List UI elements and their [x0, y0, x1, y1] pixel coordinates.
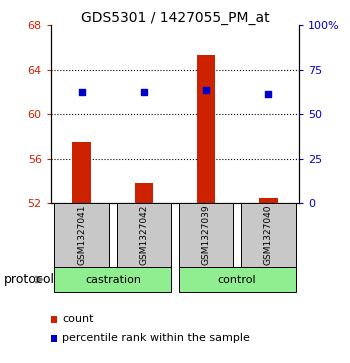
Point — [141, 89, 147, 95]
Text: GSM1327042: GSM1327042 — [139, 205, 148, 265]
Bar — [72, 142, 91, 203]
FancyBboxPatch shape — [179, 203, 233, 267]
FancyBboxPatch shape — [55, 267, 171, 292]
Point — [79, 89, 85, 95]
Text: control: control — [218, 274, 257, 285]
FancyBboxPatch shape — [55, 203, 109, 267]
Text: GSM1327041: GSM1327041 — [77, 205, 86, 265]
Text: percentile rank within the sample: percentile rank within the sample — [62, 333, 250, 343]
Bar — [259, 198, 278, 203]
Text: GDS5301 / 1427055_PM_at: GDS5301 / 1427055_PM_at — [81, 11, 269, 25]
Text: protocol: protocol — [4, 273, 55, 286]
Bar — [197, 56, 215, 203]
Text: castration: castration — [85, 274, 141, 285]
FancyBboxPatch shape — [179, 267, 295, 292]
FancyBboxPatch shape — [241, 203, 295, 267]
Bar — [135, 183, 153, 203]
Text: count: count — [62, 314, 94, 325]
Text: GSM1327039: GSM1327039 — [202, 205, 211, 265]
Point — [203, 87, 209, 93]
Point — [265, 91, 271, 97]
Text: GSM1327040: GSM1327040 — [264, 205, 273, 265]
FancyBboxPatch shape — [117, 203, 171, 267]
